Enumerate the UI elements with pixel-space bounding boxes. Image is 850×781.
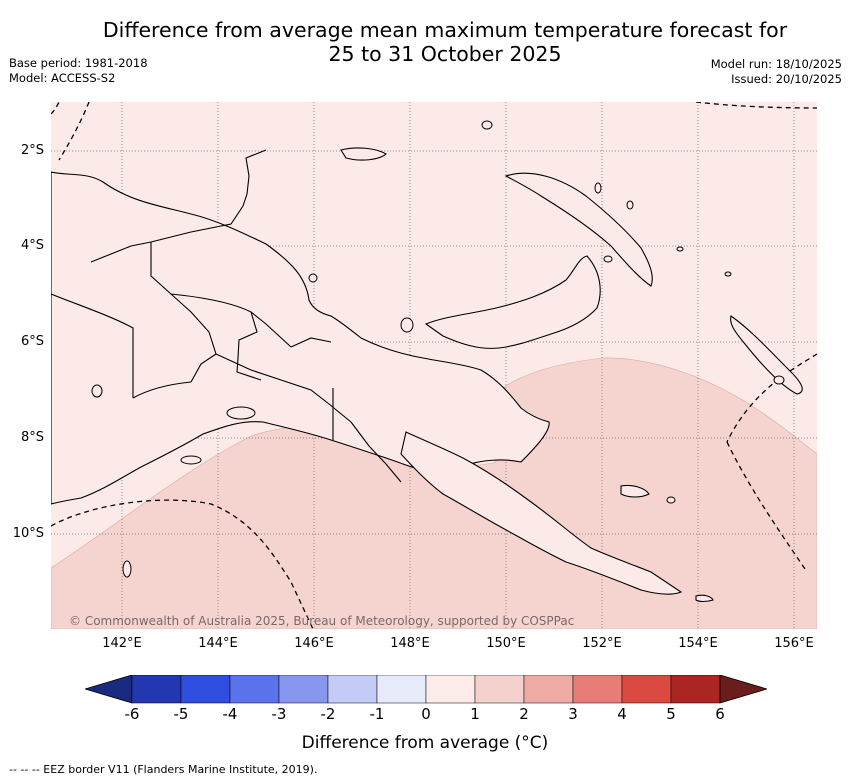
colorbar-tick-label: -1 xyxy=(369,705,385,723)
colorbar-segment xyxy=(229,675,280,704)
colorbar-tick-label: 4 xyxy=(617,705,627,723)
model-name: Model: ACCESS-S2 xyxy=(9,71,116,85)
lon-label-146e: 146°E xyxy=(294,636,334,651)
colorbar-segment xyxy=(425,675,476,704)
lon-label-152e: 152°E xyxy=(582,636,622,651)
colorbar-under-arrow xyxy=(85,675,133,704)
lat-label-10s: 10°S xyxy=(12,526,44,541)
map-panel xyxy=(51,102,817,629)
title-line-2: 25 to 31 October 2025 xyxy=(328,42,562,66)
new-ireland xyxy=(504,172,653,287)
bougainville xyxy=(730,315,803,395)
colorbar-tick-label: -6 xyxy=(124,705,140,723)
copyright-notice: © Commonwealth of Australia 2025, Bureau… xyxy=(69,614,575,628)
colorbar-segments xyxy=(131,675,721,704)
colorbar-segment xyxy=(523,675,574,704)
lon-label-148e: 148°E xyxy=(390,636,430,651)
lon-label-150e: 150°E xyxy=(486,636,526,651)
base-period: Base period: 1981-2018 xyxy=(9,56,148,70)
colorbar-tick-label: -5 xyxy=(173,705,189,723)
lon-label-154e: 154°E xyxy=(678,636,718,651)
new-guinea-mainland xyxy=(51,171,550,505)
colorbar-segment xyxy=(180,675,231,704)
colorbar-segment xyxy=(621,675,672,704)
colorbar-tick-label: 5 xyxy=(666,705,676,723)
colorbar-tick-label: 6 xyxy=(715,705,725,723)
colorbar-tick-label: 0 xyxy=(421,705,431,723)
colorbar-tick-label: 1 xyxy=(470,705,480,723)
chart-title: Difference from average mean maximum tem… xyxy=(60,18,830,66)
model-run: Model run: 18/10/2025 xyxy=(710,57,842,71)
papuan-peninsula xyxy=(400,431,683,595)
lat-label-2s: 2°S xyxy=(20,143,44,158)
colorbar-tick-label: 2 xyxy=(519,705,529,723)
colorbar-segment xyxy=(327,675,378,704)
lat-label-6s: 6°S xyxy=(20,334,44,349)
colorbar-label: Difference from average (°C) xyxy=(301,733,549,753)
title-line-1: Difference from average mean maximum tem… xyxy=(102,18,788,42)
new-britain xyxy=(424,255,601,349)
lon-label-156e: 156°E xyxy=(774,636,814,651)
lat-label-4s: 4°S xyxy=(20,238,44,253)
colorbar-segment xyxy=(131,675,182,704)
rossel xyxy=(695,594,714,603)
eez-legend: -- -- -- EEZ border V11 (Flanders Marine… xyxy=(9,763,318,776)
colorbar-segment xyxy=(376,675,427,704)
small-islands xyxy=(91,120,785,578)
meta-right: Model run: 18/10/2025 Issued: 20/10/2025 xyxy=(711,57,842,87)
manus xyxy=(340,147,387,161)
issued-date: Issued: 20/10/2025 xyxy=(731,72,842,86)
colorbar-tick-label: -3 xyxy=(271,705,287,723)
map-svg xyxy=(51,102,817,629)
colorbar-segment xyxy=(278,675,329,704)
lon-label-144e: 144°E xyxy=(198,636,238,651)
province-borders xyxy=(51,149,402,483)
eez-borders xyxy=(51,102,817,629)
fergusson xyxy=(620,484,650,498)
lon-label-142e: 142°E xyxy=(102,636,142,651)
coastlines xyxy=(51,147,803,603)
colorbar-over-arrow xyxy=(719,675,767,704)
colorbar xyxy=(85,675,767,704)
lat-label-8s: 8°S xyxy=(20,430,44,445)
colorbar-segment xyxy=(474,675,525,704)
graticule xyxy=(51,102,817,629)
colorbar-tick-label: 3 xyxy=(568,705,578,723)
colorbar-segment xyxy=(572,675,623,704)
colorbar-tick-label: -4 xyxy=(222,705,238,723)
meta-left: Base period: 1981-2018 Model: ACCESS-S2 xyxy=(9,56,148,86)
colorbar-tick-label: -2 xyxy=(320,705,336,723)
colorbar-segment xyxy=(670,675,721,704)
